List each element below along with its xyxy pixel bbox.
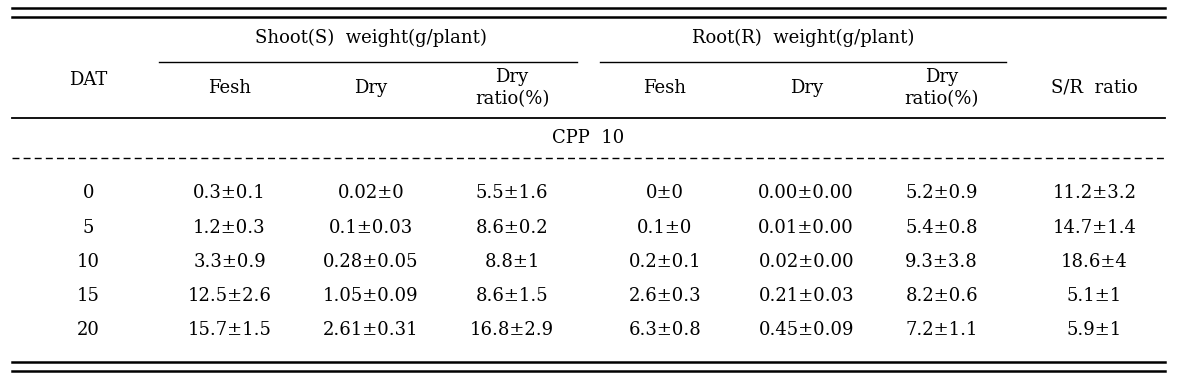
Text: 11.2±3.2: 11.2±3.2 — [1052, 184, 1137, 202]
Text: 0.02±0: 0.02±0 — [338, 184, 404, 202]
Text: 5.4±0.8: 5.4±0.8 — [905, 219, 978, 237]
Text: Shoot(S)  weight(g/plant): Shoot(S) weight(g/plant) — [254, 29, 487, 47]
Text: 5: 5 — [82, 219, 94, 237]
Text: 0.3±0.1: 0.3±0.1 — [193, 184, 266, 202]
Text: Dry
ratio(%): Dry ratio(%) — [474, 68, 550, 108]
Text: S/R  ratio: S/R ratio — [1051, 79, 1138, 97]
Text: 0.28±0.05: 0.28±0.05 — [322, 253, 419, 271]
Text: Dry: Dry — [354, 79, 387, 97]
Text: Fesh: Fesh — [644, 79, 686, 97]
Text: 18.6±4: 18.6±4 — [1062, 253, 1128, 271]
Text: 14.7±1.4: 14.7±1.4 — [1052, 219, 1137, 237]
Text: 5.9±1: 5.9±1 — [1068, 321, 1122, 339]
Text: 15: 15 — [77, 287, 100, 305]
Text: 0±0: 0±0 — [646, 184, 684, 202]
Text: 1.05±0.09: 1.05±0.09 — [322, 287, 419, 305]
Text: 0.21±0.03: 0.21±0.03 — [758, 287, 855, 305]
Text: 8.6±0.2: 8.6±0.2 — [476, 219, 548, 237]
Text: 5.1±1: 5.1±1 — [1068, 287, 1122, 305]
Text: 15.7±1.5: 15.7±1.5 — [187, 321, 272, 339]
Text: 12.5±2.6: 12.5±2.6 — [187, 287, 272, 305]
Text: 0.01±0.00: 0.01±0.00 — [758, 219, 855, 237]
Text: 0.45±0.09: 0.45±0.09 — [758, 321, 855, 339]
Text: 1.2±0.3: 1.2±0.3 — [193, 219, 266, 237]
Text: 20: 20 — [77, 321, 100, 339]
Text: 5.2±0.9: 5.2±0.9 — [905, 184, 978, 202]
Text: 6.3±0.8: 6.3±0.8 — [629, 321, 701, 339]
Text: Dry
ratio(%): Dry ratio(%) — [904, 68, 979, 108]
Text: 3.3±0.9: 3.3±0.9 — [193, 253, 266, 271]
Text: Fesh: Fesh — [208, 79, 251, 97]
Text: 0.02±0.00: 0.02±0.00 — [758, 253, 855, 271]
Text: 0.1±0: 0.1±0 — [637, 219, 693, 237]
Text: 2.61±0.31: 2.61±0.31 — [322, 321, 419, 339]
Text: 0.1±0.03: 0.1±0.03 — [328, 219, 413, 237]
Text: 8.2±0.6: 8.2±0.6 — [905, 287, 978, 305]
Text: CPP  10: CPP 10 — [552, 129, 625, 147]
Text: 8.8±1: 8.8±1 — [484, 253, 540, 271]
Text: 0.00±0.00: 0.00±0.00 — [758, 184, 855, 202]
Text: 16.8±2.9: 16.8±2.9 — [470, 321, 554, 339]
Text: 0.2±0.1: 0.2±0.1 — [629, 253, 701, 271]
Text: 9.3±3.8: 9.3±3.8 — [905, 253, 978, 271]
Text: Dry: Dry — [790, 79, 823, 97]
Text: DAT: DAT — [69, 71, 107, 89]
Text: 10: 10 — [77, 253, 100, 271]
Text: Root(R)  weight(g/plant): Root(R) weight(g/plant) — [692, 29, 915, 47]
Text: 2.6±0.3: 2.6±0.3 — [629, 287, 701, 305]
Text: 0: 0 — [82, 184, 94, 202]
Text: 8.6±1.5: 8.6±1.5 — [476, 287, 548, 305]
Text: 5.5±1.6: 5.5±1.6 — [476, 184, 548, 202]
Text: 7.2±1.1: 7.2±1.1 — [905, 321, 978, 339]
